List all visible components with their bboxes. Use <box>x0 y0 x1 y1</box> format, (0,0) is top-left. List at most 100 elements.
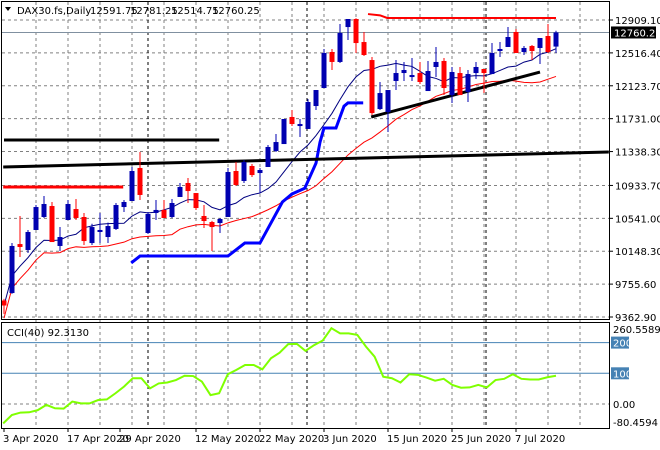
cci-tick-label: 100 <box>613 369 632 380</box>
bear-candle <box>209 222 215 228</box>
bull-candle <box>425 71 431 92</box>
bear-candle <box>289 116 295 125</box>
cci-panel-border <box>1 322 610 429</box>
date-tick-label: 3 Apr 2020 <box>3 434 58 445</box>
date-tick-label: 29 Apr 2020 <box>119 434 181 445</box>
close-value: 12760.25 <box>212 6 260 17</box>
bear-candle <box>513 31 519 54</box>
bull-candle <box>113 205 119 229</box>
bear-candle <box>441 60 447 89</box>
bear-candle <box>193 193 199 209</box>
bull-candle <box>465 74 471 93</box>
cci-level-badge <box>611 336 629 349</box>
cci-panel <box>2 326 609 425</box>
date-tick-label: 15 Jun 2020 <box>387 434 447 445</box>
bear-candle <box>361 42 367 56</box>
bull-candle <box>25 231 31 250</box>
bull-candle <box>409 75 415 78</box>
bull-candle <box>33 207 39 230</box>
bull-candle <box>9 245 15 294</box>
price-tick-label: 10541.00 <box>615 214 660 225</box>
bear-candle <box>73 209 79 218</box>
bull-candle <box>305 102 311 129</box>
price-tick-label: 10933.70 <box>615 181 660 192</box>
price-tick-label: 11731.00 <box>615 115 660 126</box>
current-price-badge <box>611 26 656 39</box>
bull-candle <box>257 170 263 174</box>
bull-candle <box>153 209 159 213</box>
bull-candle <box>313 90 319 107</box>
bull-candle <box>321 53 327 89</box>
bull-candle <box>121 202 127 208</box>
bull-candle <box>489 53 495 75</box>
bull-candle <box>537 38 543 48</box>
date-tick-label: 7 Jul 2020 <box>515 434 565 445</box>
bull-candle <box>377 93 383 110</box>
price-tick-label: 9362.90 <box>615 313 656 324</box>
bull-candle <box>273 142 279 151</box>
bull-candle <box>89 227 95 244</box>
bear-candle <box>417 73 423 82</box>
bear-candle <box>137 167 143 195</box>
collapse-triangle-icon[interactable] <box>5 7 11 11</box>
bull-candle <box>385 90 391 113</box>
bull-candle <box>553 32 559 47</box>
bull-candle <box>65 204 71 221</box>
cci-tick-label: 0.00 <box>613 400 635 411</box>
bear-candle <box>369 60 375 114</box>
date-tick-label: 17 Apr 2020 <box>67 434 129 445</box>
bull-candle <box>105 226 111 238</box>
bear-candle <box>201 215 207 222</box>
bull-candle <box>473 66 479 74</box>
bear-candle <box>529 45 535 51</box>
price-tick-label: 10148.30 <box>615 247 660 258</box>
price-tick-label: 12123.70 <box>615 82 660 93</box>
bull-candle <box>521 47 527 53</box>
bull-candle <box>433 61 439 67</box>
bull-candle <box>225 172 231 217</box>
bull-candle <box>97 229 103 232</box>
cci-tick-label: 200 <box>613 339 632 350</box>
bear-candle <box>1 300 7 306</box>
bear-candle <box>329 52 335 62</box>
bull-candle <box>449 72 455 96</box>
bull-candle <box>41 204 47 217</box>
chart-header: DAX30.fs,Daily 12591.75 12781.25 12514.7… <box>5 6 260 17</box>
cci-line <box>2 326 557 425</box>
date-tick-label: 22 May 2020 <box>259 434 324 445</box>
bear-candle <box>185 182 191 192</box>
date-tick-label: 25 Jun 2020 <box>451 434 511 445</box>
bear-candle <box>481 69 487 74</box>
bull-candle <box>345 19 351 28</box>
bear-candle <box>233 171 239 185</box>
support-step-line <box>130 101 364 265</box>
bull-candle <box>129 171 135 201</box>
bull-candle <box>177 187 183 197</box>
price-tick-label: 12909.10 <box>615 16 660 27</box>
date-tick-label: 12 May 2020 <box>195 434 260 445</box>
bear-candle <box>161 209 167 218</box>
candles <box>1 18 559 314</box>
price-tick-label: 9755.60 <box>615 280 656 291</box>
bull-candle <box>281 119 287 145</box>
cci-label: CCI(40) 92.3130 <box>7 328 89 339</box>
date-tick-label: 3 Jun 2020 <box>323 434 377 445</box>
grid <box>2 2 609 428</box>
bull-candle <box>145 213 151 233</box>
bull-candle <box>497 48 503 51</box>
bull-candle <box>57 237 63 246</box>
bull-candle <box>297 124 303 127</box>
current-price-label: 12760.25 <box>614 28 660 39</box>
bear-candle <box>353 19 359 44</box>
bear-candle <box>457 73 463 96</box>
short-trendline <box>370 70 541 119</box>
open-value: 12591.75 <box>90 6 138 17</box>
price-tick-label: 12516.40 <box>615 49 660 60</box>
bull-candle <box>505 37 511 47</box>
symbol-label: DAX30.fs,Daily <box>17 6 91 17</box>
price-axis: 12909.10 12516.40 12123.70 11731.00 11338.30… <box>609 16 660 429</box>
price-tick-label: 11338.30 <box>615 148 660 159</box>
